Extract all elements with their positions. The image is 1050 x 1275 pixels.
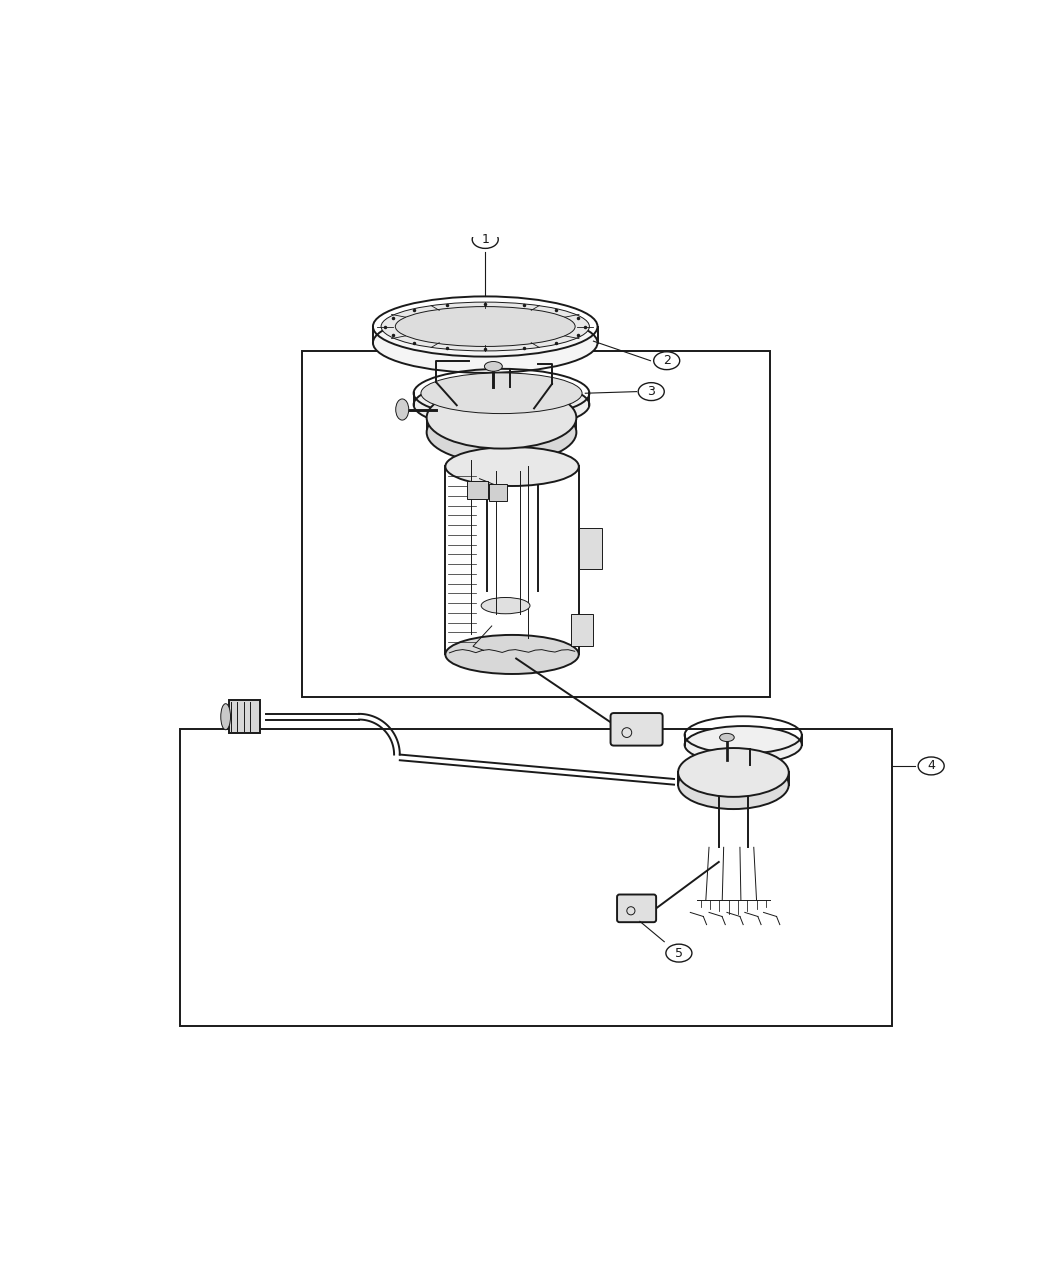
Ellipse shape: [396, 399, 408, 419]
Ellipse shape: [220, 704, 231, 729]
Bar: [302, 351, 770, 696]
Text: 5: 5: [675, 946, 682, 960]
Ellipse shape: [445, 448, 579, 486]
Bar: [467, 481, 487, 499]
Ellipse shape: [678, 748, 789, 797]
Ellipse shape: [472, 231, 499, 249]
Ellipse shape: [685, 725, 802, 764]
Ellipse shape: [481, 598, 530, 613]
Ellipse shape: [445, 635, 579, 674]
FancyBboxPatch shape: [617, 895, 656, 922]
Ellipse shape: [918, 757, 944, 775]
Bar: [229, 700, 259, 733]
Ellipse shape: [381, 302, 589, 351]
Text: 4: 4: [927, 760, 936, 773]
Ellipse shape: [678, 760, 789, 810]
Ellipse shape: [414, 380, 589, 430]
Text: 3: 3: [647, 385, 655, 398]
Ellipse shape: [426, 402, 576, 463]
Ellipse shape: [395, 306, 575, 347]
Bar: [181, 729, 892, 1026]
Ellipse shape: [666, 945, 692, 963]
FancyBboxPatch shape: [610, 713, 663, 746]
Ellipse shape: [654, 352, 679, 370]
Ellipse shape: [421, 372, 582, 413]
Ellipse shape: [373, 312, 597, 372]
Text: 2: 2: [663, 354, 671, 367]
Ellipse shape: [719, 733, 734, 742]
Ellipse shape: [638, 382, 665, 400]
Ellipse shape: [484, 362, 502, 371]
Bar: [571, 613, 593, 646]
Ellipse shape: [426, 386, 576, 449]
Bar: [579, 528, 602, 569]
Text: 1: 1: [481, 233, 489, 246]
Bar: [489, 484, 507, 501]
